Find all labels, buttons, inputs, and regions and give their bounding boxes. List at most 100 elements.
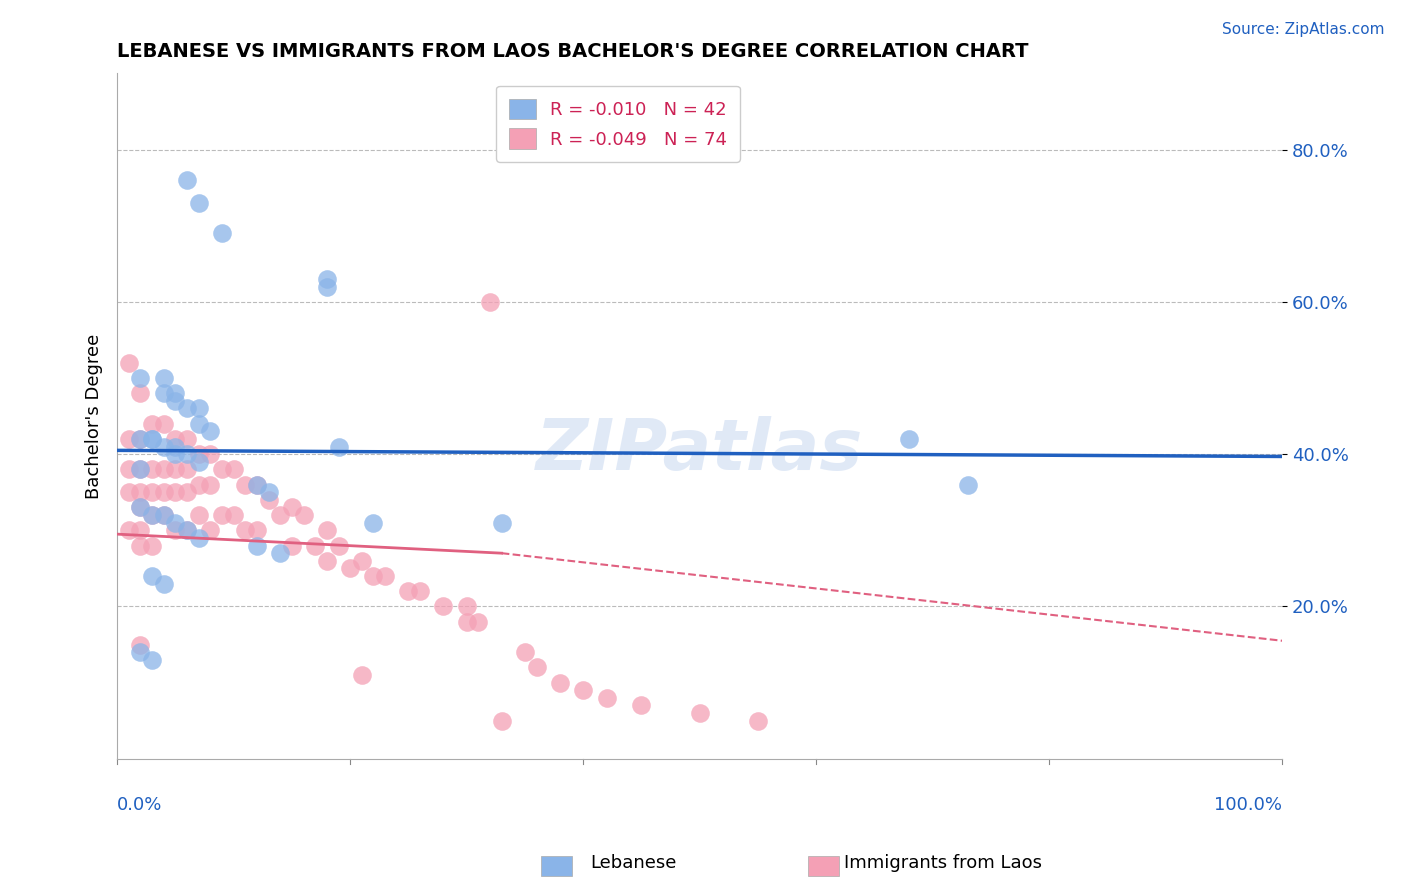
Point — [200, 425, 222, 439]
Point — [129, 432, 152, 446]
Point — [165, 485, 187, 500]
Point — [129, 500, 152, 515]
Point — [211, 227, 233, 241]
Point — [328, 440, 350, 454]
Point — [456, 615, 478, 629]
Point — [491, 714, 513, 728]
Point — [152, 371, 174, 385]
Point — [350, 668, 373, 682]
Text: ZIPatlas: ZIPatlas — [536, 416, 863, 485]
Point — [339, 561, 361, 575]
Point — [898, 432, 921, 446]
Point — [176, 462, 198, 476]
Point — [129, 386, 152, 401]
Point — [176, 524, 198, 538]
Point — [689, 706, 711, 720]
Point — [200, 447, 222, 461]
Point — [165, 516, 187, 530]
Point — [211, 508, 233, 522]
Point — [747, 714, 769, 728]
Point — [129, 500, 152, 515]
Point — [467, 615, 489, 629]
Point — [118, 462, 141, 476]
Point — [409, 584, 432, 599]
Point — [141, 653, 163, 667]
Point — [152, 386, 174, 401]
Point — [187, 447, 209, 461]
Point — [141, 508, 163, 522]
Point — [129, 371, 152, 385]
Point — [257, 492, 280, 507]
Point — [187, 455, 209, 469]
Point — [176, 447, 198, 461]
Point — [141, 432, 163, 446]
Point — [363, 569, 385, 583]
Point — [269, 546, 291, 560]
Point — [363, 516, 385, 530]
Point — [176, 485, 198, 500]
Point — [141, 569, 163, 583]
Point — [315, 524, 337, 538]
Point — [129, 645, 152, 659]
Point — [315, 279, 337, 293]
Point — [315, 554, 337, 568]
Point — [513, 645, 536, 659]
Point — [211, 462, 233, 476]
Point — [129, 485, 152, 500]
Point — [304, 539, 326, 553]
Point — [456, 599, 478, 614]
Point — [281, 500, 304, 515]
Text: Source: ZipAtlas.com: Source: ZipAtlas.com — [1222, 22, 1385, 37]
Point — [152, 417, 174, 431]
Text: 0.0%: 0.0% — [117, 797, 163, 814]
Text: 100.0%: 100.0% — [1215, 797, 1282, 814]
Point — [233, 524, 256, 538]
Point — [152, 508, 174, 522]
Point — [257, 485, 280, 500]
Point — [187, 508, 209, 522]
Point — [479, 294, 502, 309]
Point — [292, 508, 315, 522]
Point — [176, 401, 198, 416]
Point — [165, 447, 187, 461]
Point — [152, 440, 174, 454]
Point — [222, 462, 245, 476]
Point — [165, 462, 187, 476]
Point — [246, 477, 269, 491]
Point — [281, 539, 304, 553]
Point — [141, 539, 163, 553]
Point — [165, 524, 187, 538]
Point — [595, 690, 617, 705]
Point — [118, 524, 141, 538]
Point — [141, 485, 163, 500]
Point — [129, 432, 152, 446]
Y-axis label: Bachelor's Degree: Bachelor's Degree — [86, 334, 103, 499]
Text: LEBANESE VS IMMIGRANTS FROM LAOS BACHELOR'S DEGREE CORRELATION CHART: LEBANESE VS IMMIGRANTS FROM LAOS BACHELO… — [117, 42, 1029, 61]
Point — [141, 508, 163, 522]
Point — [526, 660, 548, 674]
Point — [129, 462, 152, 476]
Point — [956, 477, 979, 491]
Point — [630, 698, 652, 713]
Point — [374, 569, 396, 583]
Point — [246, 539, 269, 553]
Point — [200, 524, 222, 538]
Point — [187, 477, 209, 491]
Text: Immigrants from Laos: Immigrants from Laos — [844, 855, 1042, 872]
Point — [246, 477, 269, 491]
Point — [187, 417, 209, 431]
Point — [165, 440, 187, 454]
Point — [222, 508, 245, 522]
Point — [152, 462, 174, 476]
Text: Lebanese: Lebanese — [591, 855, 676, 872]
Point — [176, 524, 198, 538]
Point — [187, 195, 209, 210]
Point — [141, 432, 163, 446]
Point — [572, 683, 595, 698]
Point — [129, 524, 152, 538]
Legend: R = -0.010   N = 42, R = -0.049   N = 74: R = -0.010 N = 42, R = -0.049 N = 74 — [496, 86, 740, 161]
Point — [269, 508, 291, 522]
Point — [165, 386, 187, 401]
Point — [129, 638, 152, 652]
Point — [187, 401, 209, 416]
